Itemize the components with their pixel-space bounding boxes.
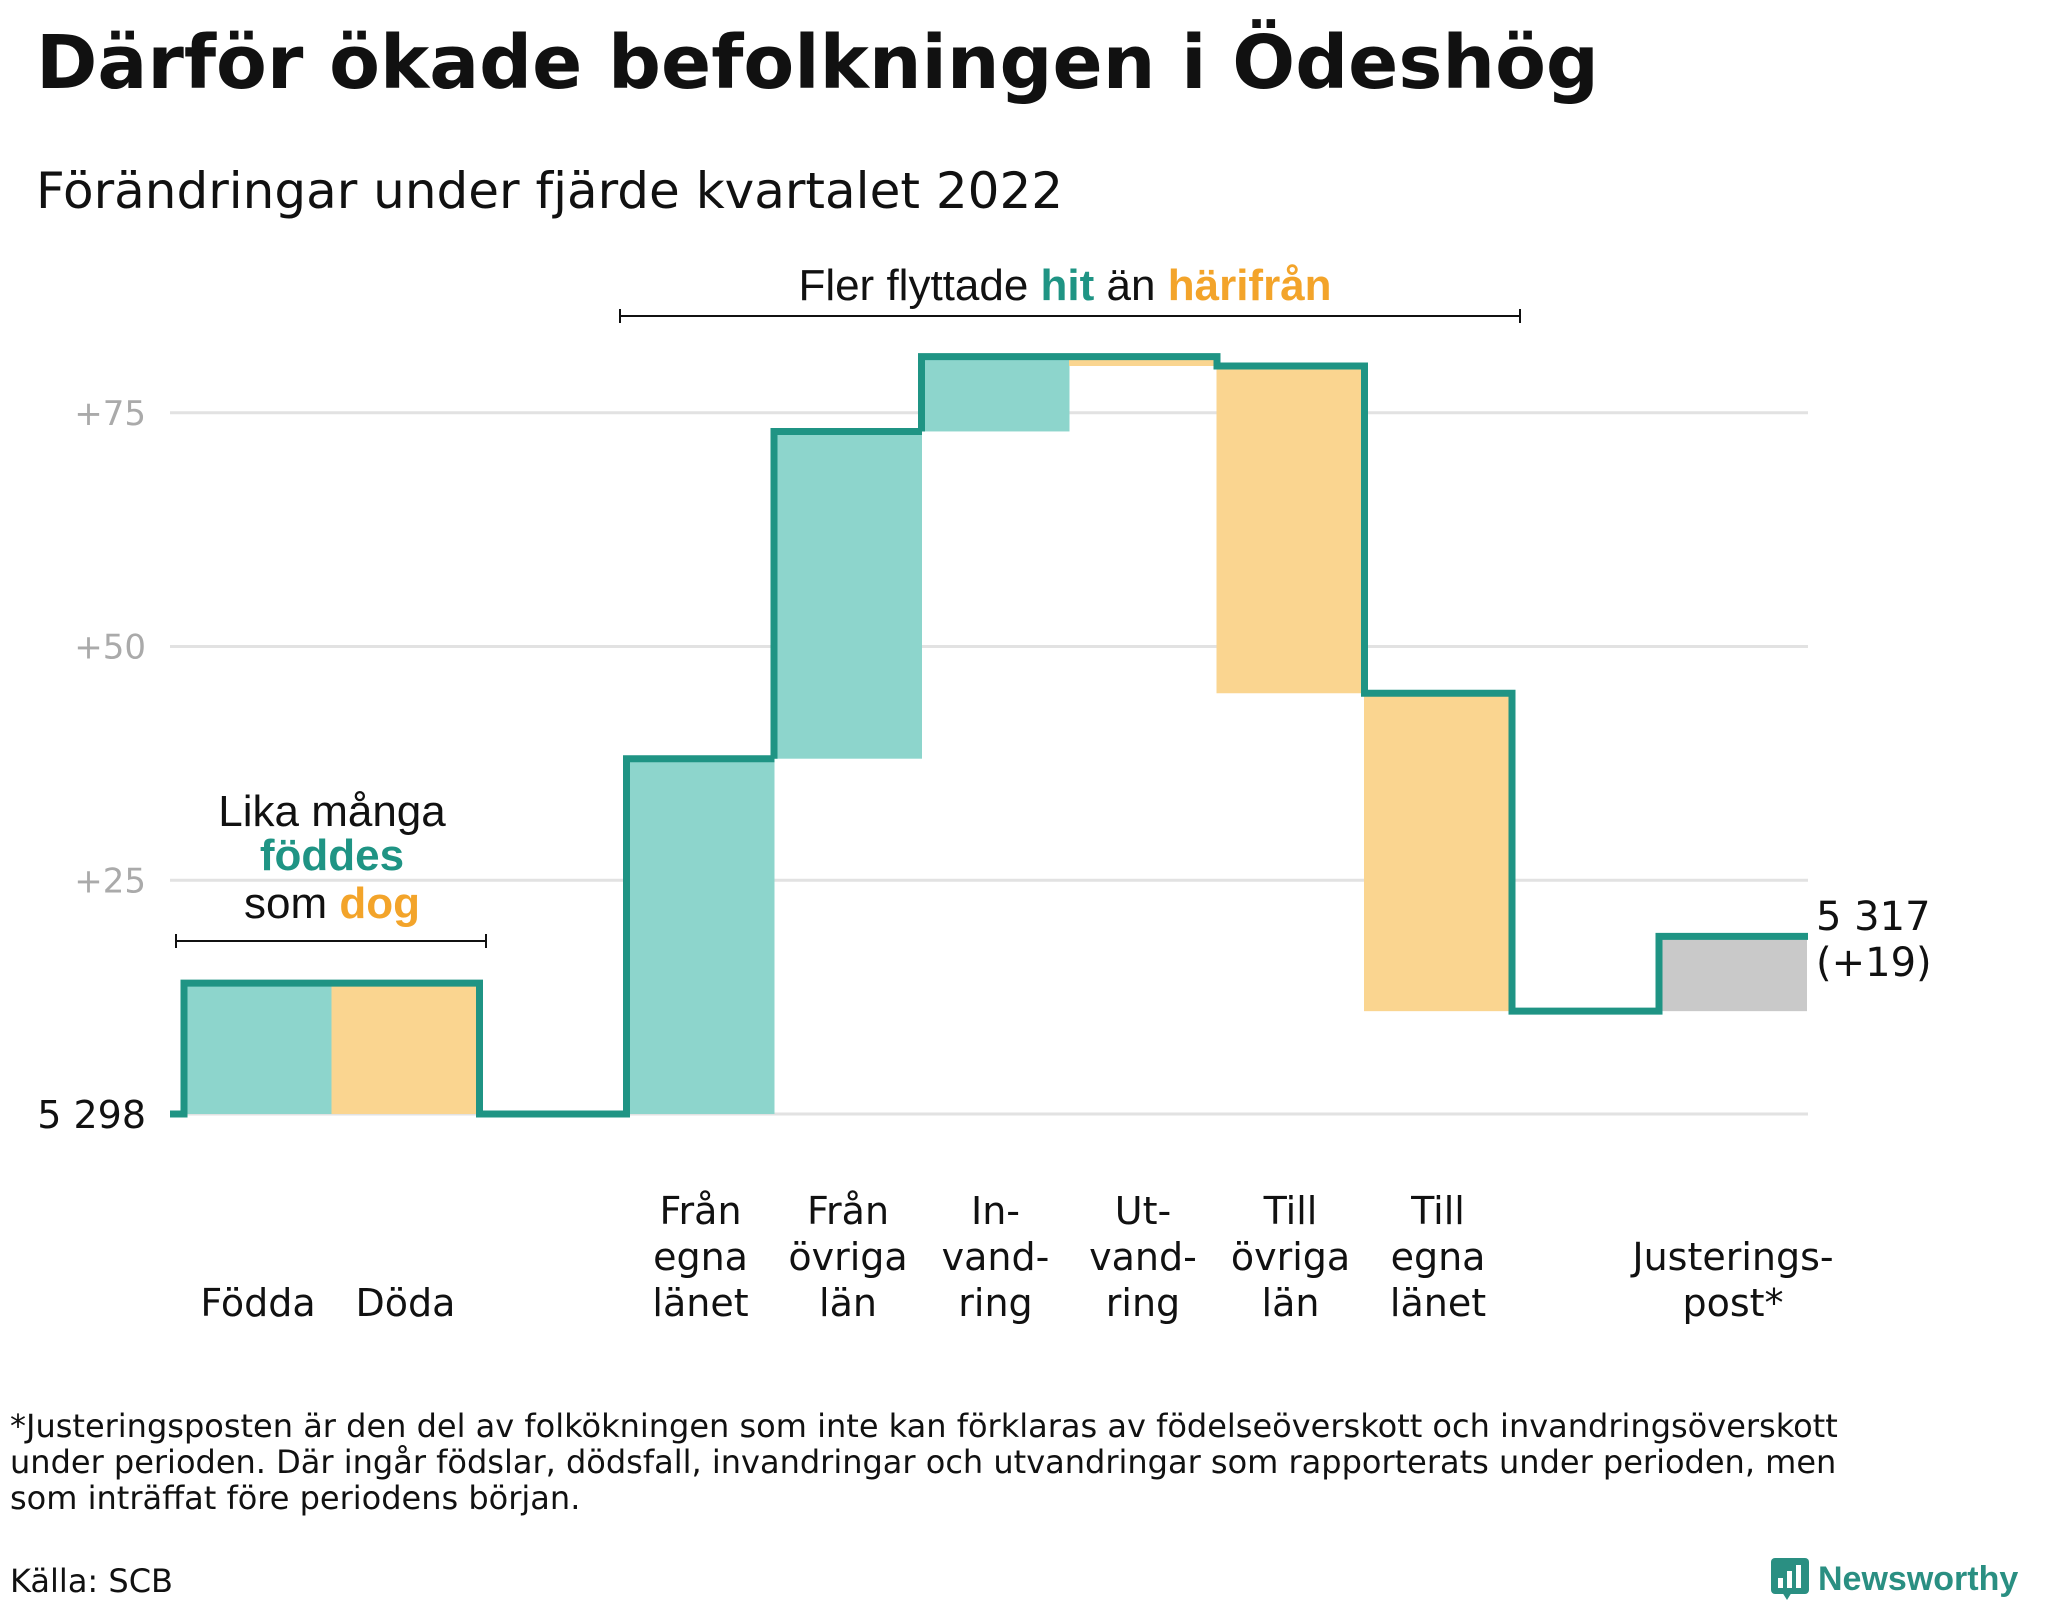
newsworthy-logo: Newsworthy [1771, 1558, 2018, 1600]
category-labels: Födda DödaFrånegnalänetFrånövrigalänIn-va… [200, 1189, 1833, 1325]
category-label: Justerings- [1630, 1235, 1833, 1279]
y-tick-label: +75 [74, 394, 146, 434]
y-tick-label: +25 [74, 861, 146, 901]
births-annotation-born-word: föddes [260, 831, 404, 880]
newsworthy-logo-text: Newsworthy [1818, 1560, 2018, 1598]
category-label: länet [1390, 1281, 1486, 1325]
category-label: Till [1263, 1189, 1318, 1233]
category-label: In- [971, 1189, 1020, 1233]
migration-annotation-text: Fler flyttade hit än härifrån [798, 261, 1331, 310]
births-bracket [175, 934, 487, 948]
chart-subtitle: Förändringar under fjärde kvartalet 2022 [36, 162, 1063, 220]
bar-6 [1069, 356, 1217, 366]
births-annotation-som: som [244, 879, 327, 928]
bar-1 [184, 983, 332, 1114]
category-label: län [1262, 1281, 1320, 1325]
y-tick-label: +50 [74, 628, 146, 668]
bar-5 [921, 356, 1070, 432]
migration-bracket [619, 309, 1521, 323]
bar-4 [774, 431, 922, 759]
category-label: egna [653, 1235, 748, 1279]
category-label: ring [1106, 1281, 1180, 1325]
footnote-line-1: *Justeringsposten är den del av folkökni… [10, 1407, 1838, 1445]
category-label: Till [1410, 1189, 1465, 1233]
births-annotation-line3: som dog [244, 879, 420, 928]
births-annotation-died-word: dog [339, 879, 420, 928]
migration-prefix: Fler flyttade [798, 261, 1028, 310]
bar-3 [626, 758, 775, 1114]
bar-7 [1216, 366, 1365, 694]
chart-title: Därför ökade befolkningen i Ödeshög [36, 18, 1599, 106]
baseline-value-label: 5 298 [37, 1093, 146, 1137]
category-label: övriga [1231, 1235, 1350, 1279]
category-label: post* [1682, 1281, 1783, 1325]
category-label: Döda [356, 1281, 456, 1325]
category-label: län [819, 1281, 877, 1325]
category-label: Ut- [1115, 1189, 1171, 1233]
migration-out-word: härifrån [1168, 261, 1332, 310]
bar-8 [1364, 693, 1512, 1012]
category-label: vand- [942, 1235, 1050, 1279]
y-axis-ticks: +25 +50 +75 5 298 [37, 394, 146, 1137]
category-label: ring [958, 1281, 1032, 1325]
births-annotation: Lika många föddes som dog [175, 787, 487, 948]
category-label: Från [807, 1189, 889, 1233]
bar-2 [331, 983, 480, 1114]
migration-annotation: Fler flyttade hit än härifrån [619, 261, 1521, 323]
births-annotation-line1: Lika många [218, 787, 446, 836]
bar-9 [1659, 936, 1807, 1012]
migration-middle: än [1107, 261, 1156, 310]
category-label: Från [659, 1189, 741, 1233]
source-label: Källa: SCB [10, 1562, 173, 1600]
category-label: övriga [788, 1235, 907, 1279]
category-label: Födda [200, 1281, 315, 1325]
footnote-line-3: som inträffat före periodens början. [10, 1479, 580, 1517]
end-change-label: (+19) [1816, 940, 1932, 986]
footnote-line-2: under perioden. Där ingår födslar, dödsf… [10, 1443, 1836, 1481]
newsworthy-logo-icon [1771, 1558, 1809, 1600]
category-label: egna [1391, 1235, 1486, 1279]
category-label: länet [652, 1281, 748, 1325]
bars [184, 356, 1807, 1114]
step-line-path [170, 353, 1808, 1118]
end-value-label: 5 317 [1816, 894, 1931, 940]
cumulative-step-line [170, 353, 1808, 1118]
migration-in-word: hit [1041, 261, 1095, 310]
category-label: vand- [1089, 1235, 1197, 1279]
